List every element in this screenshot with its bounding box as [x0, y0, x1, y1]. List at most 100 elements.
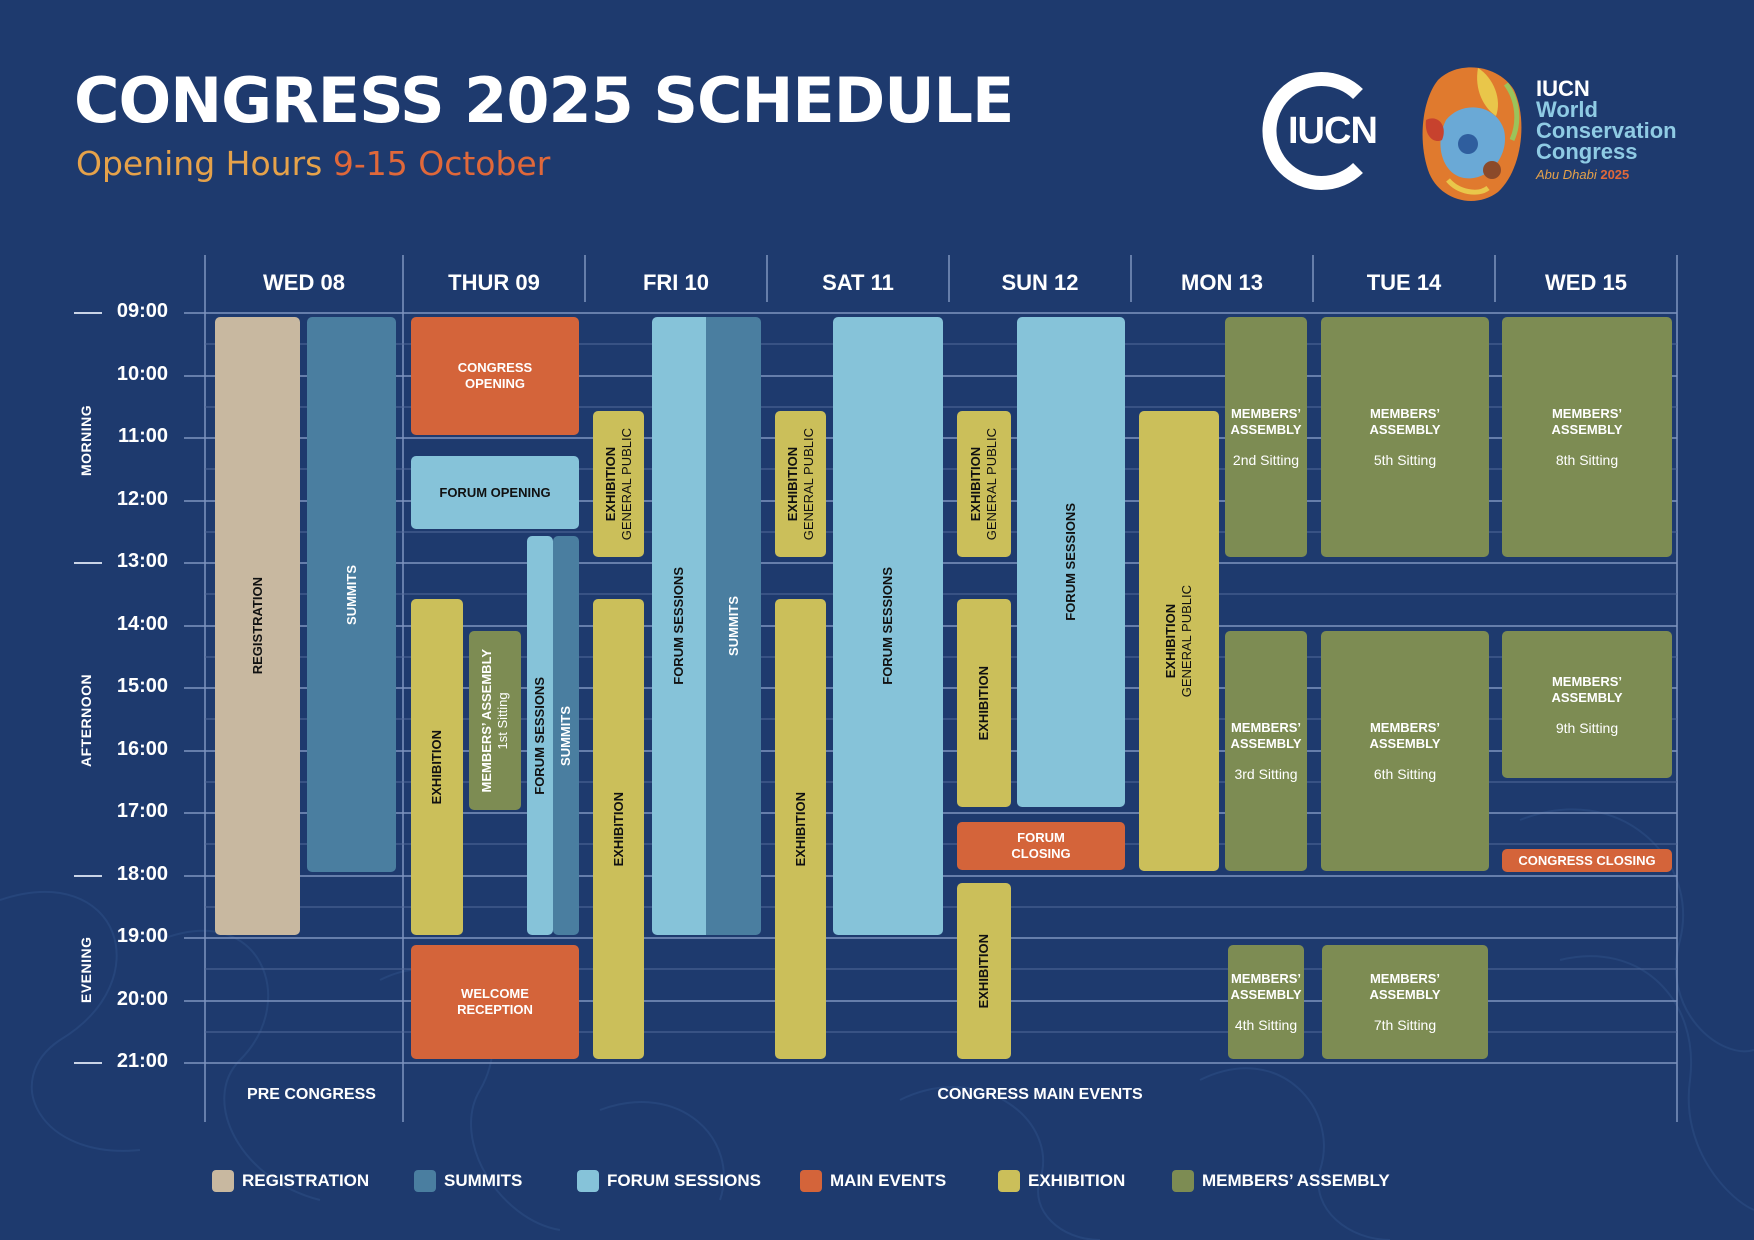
- event-label: FORUM SESSIONS: [671, 567, 686, 685]
- event-exhibition[interactable]: EXHIBITION: [775, 599, 826, 1059]
- legend-item-main-events: MAIN EVENTS: [800, 1170, 946, 1192]
- event-label-sub: GENERAL PUBLIC: [984, 427, 999, 541]
- event-exhibition-general-public[interactable]: EXHIBITION GENERAL PUBLIC: [775, 411, 826, 557]
- iucn-logo-text: IUCN: [1288, 110, 1378, 152]
- wcc-year: 2025: [1600, 167, 1630, 182]
- event-label-title: EXHIBITION: [1163, 603, 1178, 679]
- event-label: FORUM SESSIONS: [880, 567, 895, 685]
- event-exhibition[interactable]: EXHIBITION: [411, 599, 463, 935]
- legend-label: FORUM SESSIONS: [607, 1171, 761, 1190]
- wcc-logo-line4: Congress: [1536, 139, 1638, 164]
- event-label-sub: GENERAL PUBLIC: [800, 427, 816, 541]
- time-label: 10:00: [116, 363, 168, 385]
- event-registration[interactable]: REGISTRATION: [215, 317, 300, 935]
- event-forum-sessions[interactable]: FORUM SESSIONS: [833, 317, 943, 935]
- event-exhibition-general-public[interactable]: EXHIBITION GENERAL PUBLIC: [957, 411, 1011, 557]
- event-label: ASSEMBLY: [1230, 736, 1302, 751]
- wcc-logo-line2: World: [1536, 97, 1598, 122]
- period-morning: MORNING: [78, 404, 94, 476]
- time-label: 21:00: [116, 1050, 168, 1072]
- event-label: EXHIBITION: [792, 791, 808, 867]
- event-sitting: 5th Sitting: [1373, 452, 1437, 468]
- day-header-wed08: WED 08: [263, 270, 345, 295]
- event-forum-closing[interactable]: FORUM CLOSING: [957, 822, 1125, 870]
- event-exhibition[interactable]: EXHIBITION: [593, 599, 644, 1059]
- event-members-assembly-3rd[interactable]: MEMBERS’ ASSEMBLY 3rd Sitting: [1225, 631, 1307, 871]
- event-summits[interactable]: SUMMITS: [553, 536, 579, 935]
- day-header-mon13: MON 13: [1181, 270, 1263, 295]
- time-label: 13:00: [116, 550, 168, 572]
- event-label-sitting: 1st Sitting: [495, 691, 510, 750]
- event-members-assembly-1st[interactable]: MEMBERS’ ASSEMBLY 1st Sitting: [469, 631, 521, 810]
- event-members-assembly-7th[interactable]: MEMBERS’ ASSEMBLY 7th Sitting: [1322, 945, 1488, 1059]
- event-members-assembly-9th[interactable]: MEMBERS’ ASSEMBLY 9th Sitting: [1502, 631, 1672, 778]
- day-header-sun12: SUN 12: [1001, 270, 1079, 295]
- event-label: REGISTRATION: [249, 577, 265, 675]
- event-members-assembly-5th[interactable]: MEMBERS’ ASSEMBLY 5th Sitting: [1321, 317, 1489, 557]
- event-label: EXHIBITION: [610, 791, 626, 867]
- event-label: CONGRESS CLOSING: [1518, 852, 1656, 868]
- day-header-wed15: WED 15: [1545, 270, 1627, 295]
- event-label: SUMMITS: [558, 705, 573, 766]
- event-exhibition-general-public[interactable]: EXHIBITION GENERAL PUBLIC: [1139, 411, 1219, 871]
- event-label: RECEPTION: [457, 1002, 533, 1017]
- event-members-assembly-6th[interactable]: MEMBERS’ ASSEMBLY 6th Sitting: [1321, 631, 1489, 871]
- event-label: EXHIBITION GENERAL PUBLIC: [968, 428, 1000, 540]
- event-label: EXHIBITION GENERAL PUBLIC: [785, 428, 817, 540]
- event-label-title: EXHIBITION: [602, 446, 618, 522]
- event-label-sub: GENERAL PUBLIC: [618, 427, 634, 541]
- time-label: 20:00: [116, 988, 168, 1010]
- event-label: MEMBERS’: [1230, 406, 1302, 421]
- event-label: FORUM SESSIONS: [1063, 503, 1078, 621]
- event-label: OPENING: [465, 376, 525, 391]
- event-members-assembly-8th[interactable]: MEMBERS’ ASSEMBLY 8th Sitting: [1502, 317, 1672, 557]
- time-label: 09:00: [116, 300, 168, 322]
- legend-item-summits: SUMMITS: [414, 1170, 522, 1192]
- event-forum-sessions[interactable]: FORUM SESSIONS: [527, 536, 553, 935]
- legend-label: REGISTRATION: [242, 1171, 370, 1190]
- event-label: EXHIBITION: [976, 933, 991, 1009]
- time-label: 14:00: [116, 613, 168, 635]
- legend-label: SUMMITS: [444, 1171, 523, 1190]
- time-label: 16:00: [116, 738, 168, 760]
- event-label: FORUM: [1017, 830, 1065, 845]
- time-label: 18:00: [116, 863, 168, 885]
- event-forum-sessions[interactable]: FORUM SESSIONS: [652, 317, 706, 935]
- event-label: SUMMITS: [725, 596, 741, 656]
- wcc-location: Abu Dhabi: [1536, 167, 1597, 182]
- event-summits[interactable]: SUMMITS: [706, 317, 761, 935]
- time-label: 15:00: [116, 675, 168, 697]
- event-label: MEMBERS’: [1369, 720, 1441, 735]
- iucn-logo-ring: [1262, 72, 1363, 190]
- day-header-fri10: FRI 10: [642, 270, 710, 295]
- event-welcome-reception[interactable]: WELCOME RECEPTION: [411, 945, 579, 1059]
- event-sitting: 7th Sitting: [1373, 1017, 1437, 1033]
- period-afternoon: AFTERNOON: [78, 673, 94, 767]
- event-exhibition[interactable]: EXHIBITION: [957, 599, 1011, 807]
- subtitle-opening-hours: Opening Hours: [76, 144, 323, 183]
- time-label: 17:00: [116, 800, 168, 822]
- period-evening: EVENING: [78, 936, 94, 1004]
- legend-item-registration: REGISTRATION: [212, 1170, 369, 1192]
- event-congress-opening[interactable]: CONGRESS OPENING: [411, 317, 579, 435]
- event-summits[interactable]: SUMMITS: [307, 317, 396, 872]
- event-congress-closing[interactable]: CONGRESS CLOSING: [1502, 849, 1672, 872]
- event-members-assembly-2nd[interactable]: MEMBERS’ ASSEMBLY 2nd Sitting: [1225, 317, 1307, 557]
- event-members-assembly-4th[interactable]: MEMBERS’ ASSEMBLY 4th Sitting: [1228, 945, 1304, 1059]
- time-label: 19:00: [116, 925, 168, 947]
- event-label: MEMBERS’: [1230, 720, 1302, 735]
- event-label-title: EXHIBITION: [968, 446, 983, 522]
- event-label: ASSEMBLY: [1551, 689, 1623, 705]
- event-label-title: MEMBERS’ ASSEMBLY: [479, 648, 494, 793]
- event-label: EXHIBITION: [976, 665, 991, 741]
- event-forum-sessions[interactable]: FORUM SESSIONS: [1017, 317, 1125, 807]
- event-label: EXHIBITION GENERAL PUBLIC: [603, 428, 635, 540]
- legend-label: MEMBERS’ ASSEMBLY: [1202, 1171, 1390, 1190]
- event-label-sub: GENERAL PUBLIC: [1179, 584, 1194, 698]
- legend-item-forum-sessions: FORUM SESSIONS: [577, 1170, 761, 1192]
- event-exhibition[interactable]: EXHIBITION: [957, 883, 1011, 1059]
- time-tick-1300: [74, 562, 102, 564]
- event-forum-opening[interactable]: FORUM OPENING: [411, 456, 579, 529]
- event-exhibition-general-public[interactable]: EXHIBITION GENERAL PUBLIC: [593, 411, 644, 557]
- legend-swatch: [1172, 1170, 1194, 1192]
